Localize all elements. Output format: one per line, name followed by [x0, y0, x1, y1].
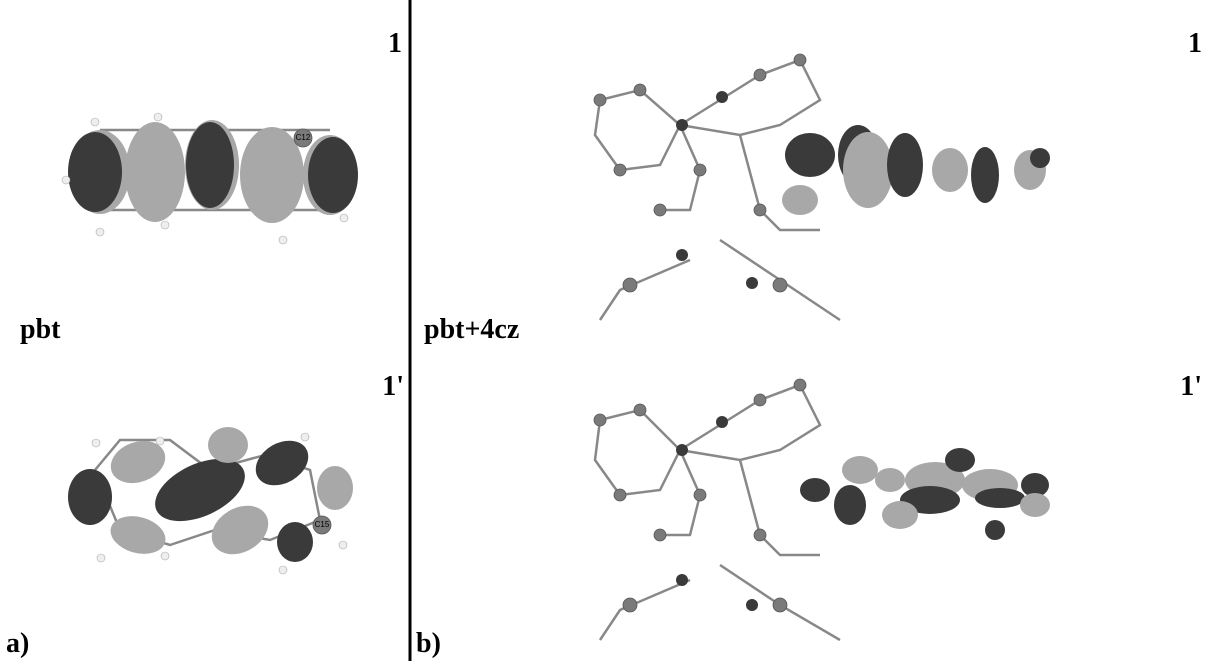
- pbt-4cz-orbital-1-prime: [593, 378, 1050, 642]
- orbital-label: 1: [388, 28, 402, 59]
- panel-label: b): [416, 628, 441, 659]
- molecule-name: pbt+4cz: [424, 314, 519, 345]
- orbital-label: 1: [1188, 28, 1202, 59]
- pbt-orbital-1: C12: [61, 112, 358, 245]
- orbital-label: 1': [1180, 371, 1202, 402]
- panel-label: a): [6, 628, 29, 659]
- atom-label: C12: [296, 133, 311, 142]
- molecule-name: pbt: [20, 314, 61, 345]
- atom-label: C15: [315, 520, 330, 529]
- orbital-label: 1': [382, 371, 404, 402]
- pbt-4cz-orbital-1: [593, 53, 1050, 322]
- pbt-orbital-1-prime: C15: [68, 427, 353, 575]
